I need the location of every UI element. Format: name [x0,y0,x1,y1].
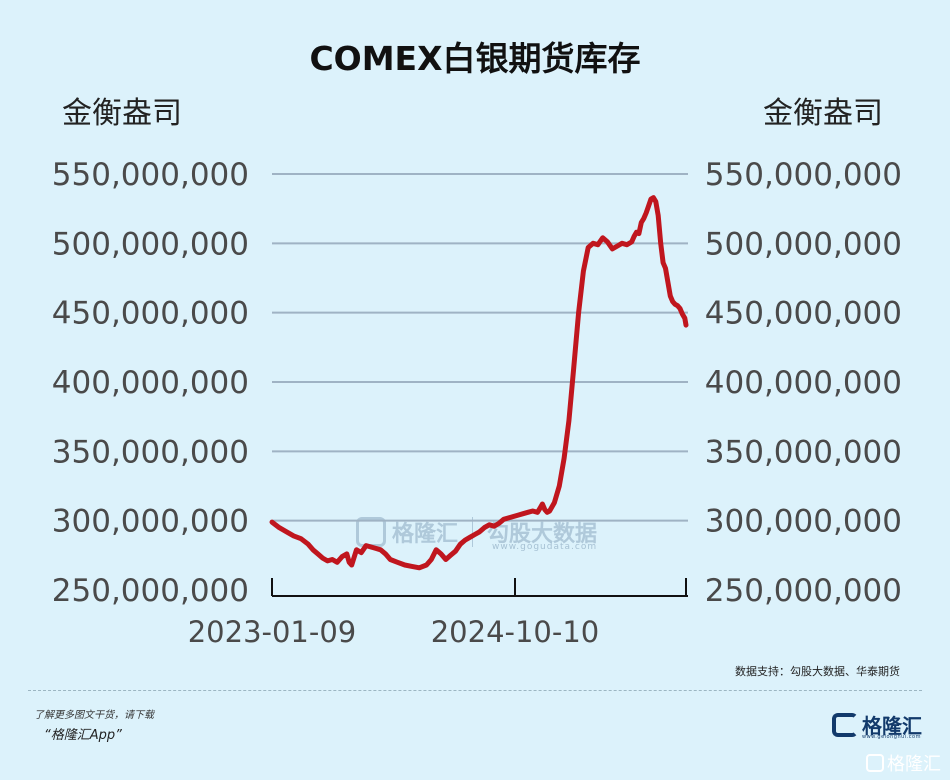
chart-title: COMEX白银期货库存 [309,39,641,78]
watermark-separator [472,517,474,547]
y-tick-label-left: 550,000,000 [52,157,249,193]
corner-watermark-text: 格隆汇 [887,754,941,775]
y-tick-label-right: 350,000,000 [705,434,902,470]
series-line-inventory [269,195,689,571]
x-axis: 2023-01-09 2024-10-10 [188,578,688,649]
y-tick-label-left: 500,000,000 [52,226,249,262]
y-tick-label-right: 400,000,000 [705,365,902,401]
y-tick-label-left: 300,000,000 [52,504,249,540]
brand-logo: 格隆汇 [832,710,922,739]
y-tick-label-right: 500,000,000 [705,226,902,262]
promo-line-2: “格隆汇App” [44,728,122,743]
brand-name: 格隆汇 [862,714,922,738]
right-axis-unit: 金衡盎司 [763,96,883,131]
y-tick-label-right: 250,000,000 [705,573,902,609]
left-y-axis-ticks: 250,000,000 300,000,000 350,000,000 400,000… [52,157,249,609]
grid-lines [272,173,688,522]
footer-divider [28,690,922,691]
source-note: 数据支持：勾股大数据、华泰期货 [735,665,900,678]
corner-watermark-icon [866,754,884,772]
brand-url: www.gelonghui.com [862,734,921,740]
promo-line-1: 了解更多图文干货，请下载 [34,710,154,721]
watermark-partner-url: www.gogudata.com [492,542,598,552]
y-tick-label-left: 350,000,000 [52,434,249,470]
x-tick-label: 2024-10-10 [431,615,600,649]
center-watermark: 格隆汇 勾股大数据 [356,516,597,548]
brand-logo-icon [832,712,858,737]
corner-watermark: 格隆汇 [866,750,941,776]
y-tick-label-left: 400,000,000 [52,365,249,401]
y-tick-label-right: 450,000,000 [705,296,902,332]
y-tick-label-right: 550,000,000 [705,157,902,193]
series-group [269,195,689,571]
x-tick-label: 2023-01-09 [188,615,357,649]
left-axis-unit: 金衡盎司 [62,96,182,131]
right-y-axis-ticks: 250,000,000 300,000,000 350,000,000 400,000… [705,157,902,609]
watermark-brand: 格隆汇 [392,522,459,547]
watermark-partner: 勾股大数据 [487,522,598,547]
y-tick-label-left: 250,000,000 [52,573,249,609]
y-tick-label-right: 300,000,000 [705,504,902,540]
y-tick-label-left: 450,000,000 [52,296,249,332]
